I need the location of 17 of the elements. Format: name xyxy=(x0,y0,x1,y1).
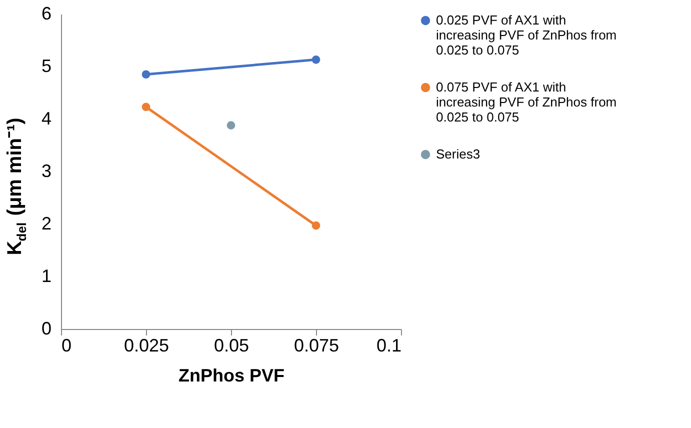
x-tick-label: 0 xyxy=(62,336,72,356)
y-tick-label: 0 xyxy=(41,318,52,338)
legend-label: Series3 xyxy=(436,146,480,162)
x-tick-label: 0.05 xyxy=(214,336,250,356)
legend-label: 0.025 PVF of AX1 with increasing PVF of ZnPhos from 0.025 to 0.075 xyxy=(436,12,617,58)
x-axis-title: ZnPhos PVF xyxy=(178,366,285,386)
y-tick-label: 2 xyxy=(41,214,52,234)
y-tick-label: 6 xyxy=(41,4,52,24)
y-tick-label: 3 xyxy=(41,161,52,181)
x-tick-label: 0.1 xyxy=(376,336,402,356)
y-tick-label: 5 xyxy=(41,56,52,76)
y-axis-title: Kdel (μm min⁻¹) xyxy=(4,118,29,256)
legend-label: 0.075 PVF of AX1 with increasing PVF of ZnPhos from 0.025 to 0.075 xyxy=(436,80,617,124)
y-tick-label: 1 xyxy=(41,266,52,286)
x-tick-label: 0.075 xyxy=(294,336,340,356)
y-tick-label: 4 xyxy=(41,108,52,128)
x-tick-label: 0.025 xyxy=(124,336,170,356)
